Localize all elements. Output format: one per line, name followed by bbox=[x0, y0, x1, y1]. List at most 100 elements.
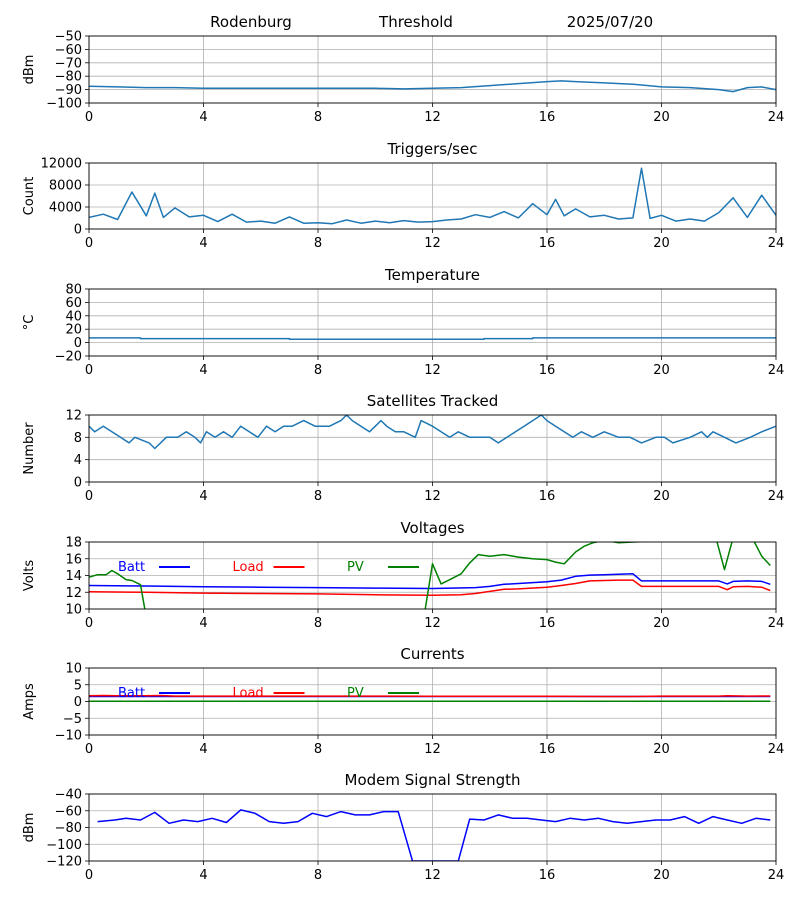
x-tick-label: 0 bbox=[85, 110, 93, 125]
x-tick-label: 20 bbox=[653, 742, 670, 757]
x-tick-label: 8 bbox=[314, 868, 322, 883]
chart-title: Satellites Tracked bbox=[367, 392, 498, 410]
x-tick-label: 0 bbox=[85, 616, 93, 631]
y-tick-label: 60 bbox=[65, 296, 82, 311]
legend-label: PV bbox=[347, 560, 364, 575]
y-tick-label: −60 bbox=[55, 43, 82, 58]
x-tick-label: 8 bbox=[314, 742, 322, 757]
y-tick-label: −80 bbox=[55, 821, 82, 836]
y-axis-label: dBm bbox=[22, 813, 37, 843]
x-tick-label: 0 bbox=[85, 489, 93, 504]
x-tick-label: 24 bbox=[768, 236, 785, 251]
y-tick-label: 14 bbox=[65, 569, 82, 584]
y-tick-label: 80 bbox=[65, 283, 82, 298]
x-tick-label: 20 bbox=[653, 363, 670, 378]
plot-frame bbox=[88, 162, 777, 230]
plot-frame bbox=[88, 541, 777, 610]
y-tick-label: −120 bbox=[46, 855, 82, 870]
x-tick-label: 8 bbox=[314, 363, 322, 378]
x-tick-label: 16 bbox=[539, 236, 556, 251]
legend-label: Load bbox=[233, 686, 264, 701]
legend-label: Batt bbox=[118, 686, 145, 701]
x-tick-label: 12 bbox=[424, 868, 441, 883]
x-tick-label: 0 bbox=[85, 742, 93, 757]
x-tick-label: 0 bbox=[85, 868, 93, 883]
x-tick-label: 24 bbox=[768, 489, 785, 504]
y-tick-label: −5 bbox=[63, 712, 82, 727]
x-tick-label: 4 bbox=[199, 236, 207, 251]
x-tick-label: 12 bbox=[424, 616, 441, 631]
y-tick-label: 0 bbox=[74, 336, 82, 351]
x-tick-label: 20 bbox=[653, 110, 670, 125]
series-line bbox=[89, 573, 771, 590]
x-tick-label: 16 bbox=[539, 489, 556, 504]
x-tick-label: 8 bbox=[314, 110, 322, 125]
x-tick-label: 24 bbox=[768, 616, 785, 631]
y-tick-label: 40 bbox=[65, 309, 82, 324]
y-tick-label: 10 bbox=[65, 603, 82, 618]
y-axis-label: Amps bbox=[22, 683, 37, 720]
x-tick-label: 8 bbox=[314, 236, 322, 251]
x-tick-label: 20 bbox=[653, 616, 670, 631]
series-line bbox=[89, 579, 771, 596]
y-tick-label: 8000 bbox=[49, 179, 82, 194]
series-line bbox=[89, 337, 776, 341]
x-tick-label: 4 bbox=[199, 616, 207, 631]
y-axis-label: °C bbox=[22, 315, 37, 331]
x-tick-label: 24 bbox=[768, 363, 785, 378]
x-tick-label: 4 bbox=[199, 110, 207, 125]
x-tick-label: 4 bbox=[199, 363, 207, 378]
y-tick-label: 5 bbox=[74, 678, 82, 693]
x-tick-label: 4 bbox=[199, 489, 207, 504]
legend-label: PV bbox=[347, 686, 364, 701]
y-tick-label: 12 bbox=[65, 409, 82, 424]
series-line bbox=[89, 415, 776, 450]
chart-panel-7: 0 4 8 12 16 20 24 −120 −100 −80 −60−40 Modem Signal… bbox=[22, 771, 784, 883]
y-tick-label: 20 bbox=[65, 323, 82, 338]
y-tick-label: 0 bbox=[74, 476, 82, 491]
y-tick-label: −80 bbox=[55, 70, 82, 85]
x-tick-label: 16 bbox=[539, 363, 556, 378]
chart-title: Triggers/sec bbox=[387, 140, 478, 158]
x-tick-label: 24 bbox=[768, 868, 785, 883]
x-tick-label: 12 bbox=[424, 110, 441, 125]
y-tick-label: −100 bbox=[46, 838, 82, 853]
y-tick-label: −50 bbox=[55, 30, 82, 45]
chart-panel-2: 0 4 8 12 16 20 24 0 4000 8000 12000 Triggers/sec Cou… bbox=[22, 140, 784, 251]
x-tick-label: 12 bbox=[424, 489, 441, 504]
series-line bbox=[89, 542, 771, 609]
x-tick-label: 8 bbox=[314, 489, 322, 504]
y-axis-label: dBm bbox=[22, 55, 37, 85]
x-tick-label: 24 bbox=[768, 742, 785, 757]
x-tick-label: 24 bbox=[768, 110, 785, 125]
x-tick-label: 16 bbox=[539, 742, 556, 757]
plot-frame bbox=[88, 667, 777, 736]
y-tick-label: −100 bbox=[46, 97, 82, 112]
y-tick-label: −20 bbox=[55, 350, 82, 365]
chart-title: Temperature bbox=[384, 266, 480, 284]
x-tick-label: 16 bbox=[539, 110, 556, 125]
x-tick-label: 4 bbox=[199, 742, 207, 757]
x-tick-label: 12 bbox=[424, 742, 441, 757]
y-tick-label: −60 bbox=[55, 804, 82, 819]
chart-title: Voltages bbox=[400, 519, 464, 537]
y-tick-label: 0 bbox=[74, 695, 82, 710]
y-tick-label: 12 bbox=[65, 586, 82, 601]
x-tick-label: 0 bbox=[85, 363, 93, 378]
header-station: Rodenburg bbox=[210, 13, 292, 31]
series-line bbox=[89, 167, 776, 225]
plot-frame bbox=[88, 35, 777, 104]
y-tick-label: −70 bbox=[55, 56, 82, 71]
plot-frame bbox=[88, 288, 777, 357]
x-tick-label: 4 bbox=[199, 868, 207, 883]
x-tick-label: 16 bbox=[539, 616, 556, 631]
x-tick-label: 20 bbox=[653, 489, 670, 504]
x-tick-label: 0 bbox=[85, 236, 93, 251]
y-tick-label: −10 bbox=[55, 729, 82, 744]
chart-panel-4: 0 4 8 12 16 20 24 0 4 8 12 Satellites Tracked Number bbox=[22, 392, 784, 504]
y-tick-label: 18 bbox=[65, 536, 82, 551]
